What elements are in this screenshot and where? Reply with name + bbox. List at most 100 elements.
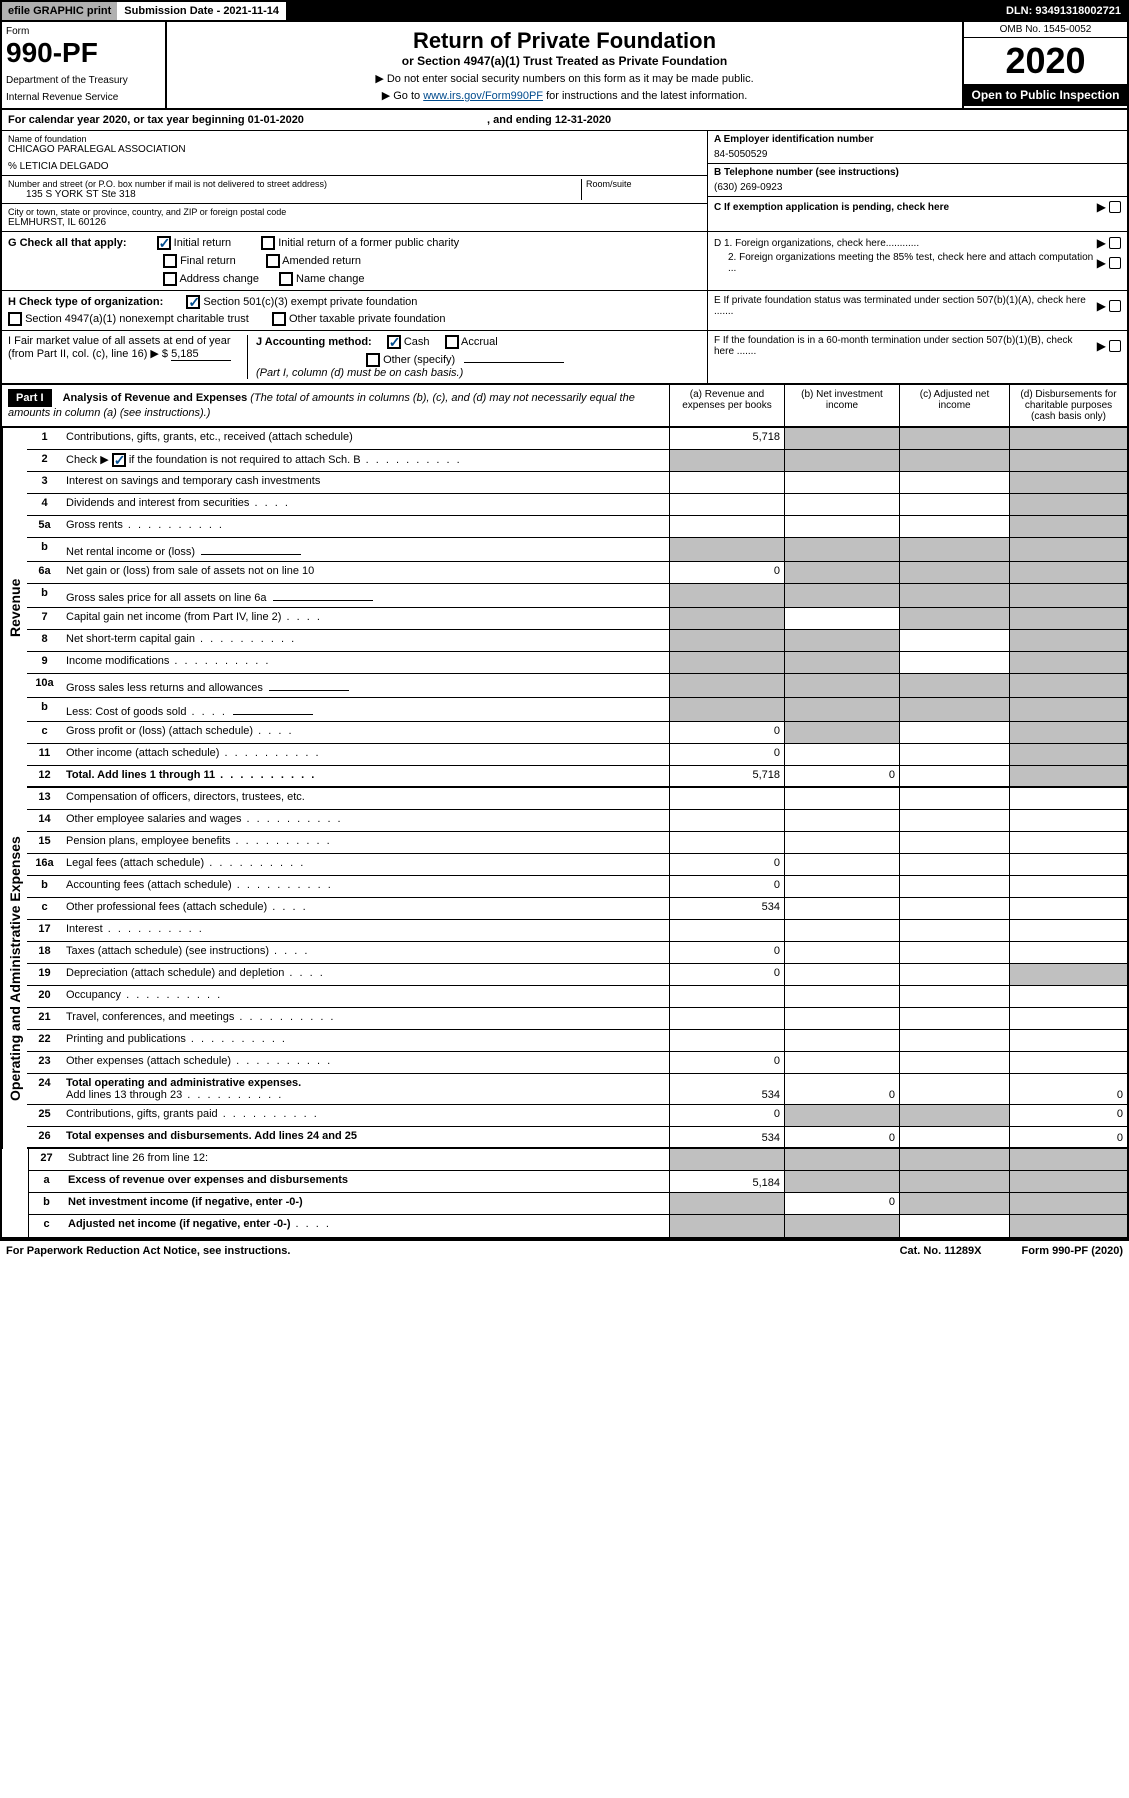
ein-value: 84-5050529 <box>714 149 1121 160</box>
cell-b <box>784 516 899 537</box>
num: 12 <box>27 766 62 786</box>
cell-c <box>899 516 1009 537</box>
column-headers: (a) Revenue and expenses per books (b) N… <box>669 385 1127 426</box>
final-checkbox[interactable] <box>163 254 177 268</box>
cell-a: 0 <box>669 744 784 765</box>
phone-cell: B Telephone number (see instructions) (6… <box>708 164 1127 197</box>
cell-d <box>1009 898 1127 919</box>
i-value: 5,185 <box>171 348 231 361</box>
cell-a <box>669 986 784 1007</box>
cell-c <box>899 1149 1009 1170</box>
j-accrual-checkbox[interactable] <box>445 335 459 349</box>
open-public-label: Open to Public Inspection <box>964 84 1127 106</box>
j-other-input[interactable] <box>464 349 564 363</box>
line27-body: 27Subtract line 26 from line 12: aExcess… <box>29 1149 1127 1237</box>
form-subtitle: or Section 4947(a)(1) Trust Treated as P… <box>173 54 956 68</box>
arrow-icon: ▶ <box>1097 256 1106 270</box>
amended-checkbox[interactable] <box>266 254 280 268</box>
initial-former-label: Initial return of a former public charit… <box>278 237 459 249</box>
dots <box>219 747 320 759</box>
e-label: E If private foundation status was termi… <box>714 295 1094 317</box>
cell-d <box>1009 538 1127 561</box>
form-ref: Form 990-PF (2020) <box>1022 1245 1123 1257</box>
cell-b <box>784 920 899 941</box>
cell-d <box>1009 788 1127 809</box>
cell-a <box>669 1030 784 1051</box>
line-10c: cGross profit or (loss) (attach schedule… <box>27 722 1127 744</box>
addr-change-checkbox[interactable] <box>163 272 177 286</box>
h-other-checkbox[interactable] <box>272 312 286 326</box>
name-change-checkbox[interactable] <box>279 272 293 286</box>
schb-checkbox[interactable] <box>112 453 126 467</box>
line-27b: bNet investment income (if negative, ent… <box>29 1193 1127 1215</box>
irs-link[interactable]: www.irs.gov/Form990PF <box>423 90 543 102</box>
line-20: 20Occupancy <box>27 986 1127 1008</box>
d2-checkbox[interactable] <box>1109 257 1121 269</box>
f-label: F If the foundation is in a 60-month ter… <box>714 335 1094 357</box>
part1-title: Analysis of Revenue and Expenses <box>63 392 248 404</box>
num: 3 <box>27 472 62 493</box>
cell-d <box>1009 562 1127 583</box>
h-501c3-checkbox[interactable] <box>186 295 200 309</box>
dots <box>195 633 296 645</box>
cell-a <box>669 494 784 515</box>
cell-c <box>899 630 1009 651</box>
h-4947-checkbox[interactable] <box>8 312 22 326</box>
input[interactable] <box>201 541 301 555</box>
input[interactable] <box>269 677 349 691</box>
num: 26 <box>27 1127 62 1147</box>
cell-c <box>899 964 1009 985</box>
cell-d <box>1009 1149 1127 1170</box>
desc: Occupancy <box>62 986 669 1007</box>
line-16c: cOther professional fees (attach schedul… <box>27 898 1127 920</box>
num: 27 <box>29 1149 64 1170</box>
cell-c <box>899 722 1009 743</box>
revenue-section: Revenue 1Contributions, gifts, grants, e… <box>2 428 1127 788</box>
cal-end: 12-31-2020 <box>555 114 611 126</box>
e-section: E If private foundation status was termi… <box>707 291 1127 330</box>
g-row: G Check all that apply: Initial return I… <box>2 232 1127 291</box>
desc: Gross rents <box>62 516 669 537</box>
initial-former-checkbox[interactable] <box>261 236 275 250</box>
num: 16a <box>27 854 62 875</box>
cell-a <box>669 698 784 721</box>
ij-row: I Fair market value of all assets at end… <box>2 331 1127 385</box>
cell-b <box>784 450 899 471</box>
cell-b <box>784 1149 899 1170</box>
dept-irs: Internal Revenue Service <box>6 92 161 103</box>
line-6b: bGross sales price for all assets on lin… <box>27 584 1127 608</box>
input[interactable] <box>273 587 373 601</box>
cell-c <box>899 652 1009 673</box>
line-27a: aExcess of revenue over expenses and dis… <box>29 1171 1127 1193</box>
num: b <box>27 584 62 607</box>
cell-d <box>1009 1193 1127 1214</box>
part1-header-row: Part I Analysis of Revenue and Expenses … <box>2 385 1127 428</box>
line-13: 13Compensation of officers, directors, t… <box>27 788 1127 810</box>
line-26: 26Total expenses and disbursements. Add … <box>27 1127 1127 1149</box>
h-label: H Check type of organization: <box>8 296 163 308</box>
cell-a: 0 <box>669 1052 784 1073</box>
cell-b <box>784 1105 899 1126</box>
j-other-checkbox[interactable] <box>366 353 380 367</box>
cell-a <box>669 652 784 673</box>
cell-d <box>1009 722 1127 743</box>
cell-c <box>899 428 1009 449</box>
initial-checkbox[interactable] <box>157 236 171 250</box>
desc: Net investment income (if negative, ente… <box>64 1193 669 1214</box>
cell-c <box>899 1074 1009 1104</box>
dots <box>121 989 222 1001</box>
cell-b <box>784 898 899 919</box>
desc: Printing and publications <box>62 1030 669 1051</box>
g-left: G Check all that apply: Initial return I… <box>2 232 707 290</box>
input[interactable] <box>233 701 313 715</box>
f-checkbox[interactable] <box>1109 340 1121 352</box>
c-checkbox[interactable] <box>1109 201 1121 213</box>
cell-c <box>899 1171 1009 1192</box>
num: b <box>29 1193 64 1214</box>
addr-cell: Number and street (or P.O. box number if… <box>2 176 707 204</box>
d1-checkbox[interactable] <box>1109 237 1121 249</box>
e-checkbox[interactable] <box>1109 300 1121 312</box>
j-cash-checkbox[interactable] <box>387 335 401 349</box>
dots <box>232 879 333 891</box>
cell-a <box>669 608 784 629</box>
